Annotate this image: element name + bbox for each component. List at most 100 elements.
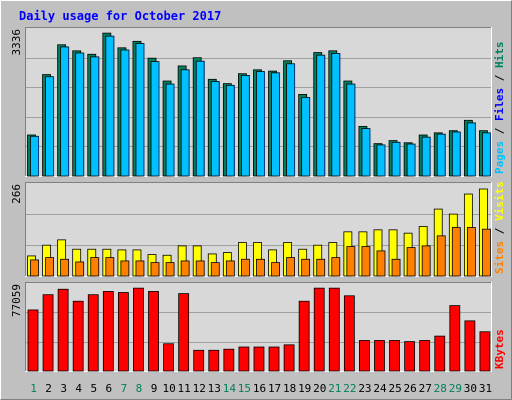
bar-kbytes [343,295,355,372]
bar-kbytes [57,288,69,372]
bar-pages [376,144,386,177]
bar-sites [331,257,341,277]
bar-pages [361,128,371,177]
x-tick-label: 12 [193,382,206,395]
side-legend: KBytes [493,329,506,369]
chart-title: Daily usage for October 2017 [19,9,221,23]
x-tick-label: 23 [358,382,371,395]
bar-pages [482,132,491,177]
bar-kbytes [223,348,235,372]
bar-kbytes [178,293,190,372]
bar-sites [241,258,250,277]
x-tick-label: 1 [30,382,37,395]
x-tick-label: 20 [313,382,326,395]
bar-pages [436,133,446,177]
bar-kbytes [434,335,446,372]
bar-kbytes [298,300,310,372]
bar-kbytes [42,294,54,372]
bar-pages [346,83,356,177]
legend-pages: Pages [493,141,506,174]
bar-sites [256,258,265,277]
panels-group: 3336 Pages / Files / Hits 266 Sites / Visit… [10,27,506,372]
bar-pages [135,43,145,177]
bar-sites [90,257,100,277]
y-axis-max-label: 3336 [10,29,23,56]
bar-pages [90,56,100,177]
bar-sites [165,262,175,277]
bar-sites [436,235,446,277]
bar-sites [301,258,311,277]
bar-pages [60,46,70,177]
bar-kbytes [313,287,325,372]
bar-kbytes [479,331,491,372]
x-tick-label: 26 [404,382,417,395]
bar-kbytes [27,309,39,372]
x-tick-label: 13 [208,382,221,395]
x-tick-label: 27 [419,382,432,395]
bar-sites [346,246,356,277]
x-tick-label: 22 [343,382,356,395]
bar-pages [421,136,431,177]
x-tick-label: 9 [151,382,158,395]
x-tick-label: 3 [60,382,67,395]
bar-kbytes [148,291,159,372]
x-tick-label: 28 [434,382,447,395]
bar-sites [120,260,130,277]
x-tick-label: 19 [298,382,311,395]
legend-sites: Sites [493,241,506,274]
bar-kbytes [449,305,461,372]
bar-pages [271,72,280,177]
bar-pages [331,53,341,177]
bar-sites [406,247,416,277]
bar-sites [391,258,401,277]
side-legend: Pages / Files / Hits [493,42,506,175]
x-tick-label: 18 [283,382,296,395]
x-tick-label: 2 [45,382,52,395]
legend-separator: / [493,121,506,141]
bar-pages [316,54,326,177]
bar-kbytes [238,346,250,372]
bar-kbytes [283,344,295,372]
bar-kbytes [404,341,416,372]
x-tick-label: 15 [238,382,251,395]
bar-kbytes [374,340,385,372]
bar-kbytes [328,287,340,372]
bar-kbytes [163,343,174,372]
bar-pages [451,131,461,177]
x-tick-label: 31 [479,382,492,395]
bar-kbytes [389,340,400,372]
bar-sites [150,262,160,277]
y-axis-max-label: 266 [10,184,23,204]
x-tick-label: 11 [178,382,191,395]
x-tick-label: 16 [253,382,266,395]
bar-kbytes [133,287,144,372]
legend-separator: / [493,68,506,88]
bar-kbytes [117,292,129,372]
bar-pages [195,60,205,177]
bar-sites [466,227,476,277]
bar-sites [210,262,220,277]
x-tick-label: 17 [268,382,281,395]
x-tick-label: 6 [106,382,113,395]
bar-pages [391,141,401,177]
bar-pages [105,35,115,177]
bar-pages [165,83,175,177]
bar-pages [180,69,190,177]
x-axis-day-labels: 1 2 3 4 5 6 7 8 9 10 11 12 13 14 15 16 17 18 19 20 21 22 23 24 2… [30,382,492,395]
bar-kbytes [419,340,431,372]
bar-sites [361,246,371,277]
bar-kbytes [268,346,280,372]
bar-sites [482,228,491,277]
bar-pages [150,61,160,177]
bar-pages [210,81,220,177]
bar-kbytes [464,320,476,372]
x-tick-label: 7 [121,382,128,395]
bar-pages [45,76,54,177]
bar-kbytes [72,300,84,372]
bar-sites [105,257,115,277]
bar-pages [75,52,85,177]
bar-pages [120,49,130,177]
legend-files: Files [493,88,506,121]
bar-pages [301,97,311,177]
